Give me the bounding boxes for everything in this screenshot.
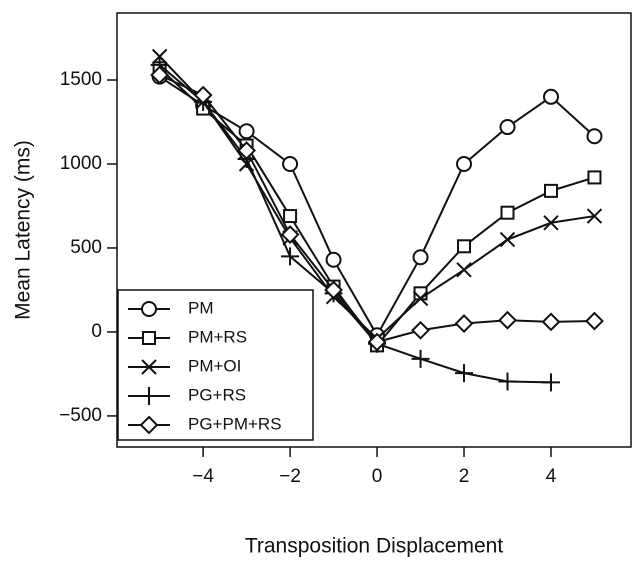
marker (238, 123, 255, 140)
marker (455, 364, 474, 383)
marker (237, 141, 257, 160)
marker (282, 155, 299, 172)
x-tick-label: 0 (372, 466, 383, 487)
marker (500, 205, 515, 220)
marker (587, 170, 602, 185)
series-line (158, 64, 552, 384)
y-axis-label: Mean Latency (ms) (12, 140, 35, 320)
marker (193, 85, 213, 105)
y-tick-label: −500 (59, 405, 102, 426)
x-tick-label: 4 (546, 466, 557, 487)
marker (281, 247, 300, 266)
marker (499, 231, 516, 248)
marker (139, 415, 159, 435)
x-tick-label: −4 (192, 466, 214, 487)
legend: PM PM+RS PM+OI PG+RS PG+PM+RS (117, 289, 314, 441)
marker (411, 349, 430, 368)
y-tick-label: 500 (70, 237, 102, 258)
marker (280, 225, 300, 244)
y-tick-label: 1500 (60, 69, 102, 90)
marker (324, 280, 343, 300)
legend-label: PM+OI (188, 356, 241, 375)
marker (542, 88, 559, 105)
legend-label: PG+RS (188, 385, 246, 404)
x-tick-label: −2 (279, 466, 301, 487)
marker (498, 372, 517, 391)
legend-label: PM+RS (188, 327, 247, 346)
marker (412, 249, 429, 266)
marker (411, 320, 430, 340)
legend-label: PG+PM+RS (188, 414, 282, 433)
x-axis-label: Transposition Displacement (245, 535, 504, 558)
marker (141, 359, 157, 375)
marker (541, 373, 560, 392)
marker (543, 183, 558, 198)
marker (543, 215, 559, 231)
plot-frame (116, 12, 632, 448)
marker (141, 301, 157, 317)
x-tick-label: 2 (459, 466, 470, 487)
legend-label: PM (188, 298, 214, 317)
marker (541, 312, 561, 332)
marker (325, 251, 342, 268)
y-tick-label: 1000 (60, 153, 102, 174)
y-tick-label: 0 (91, 321, 102, 342)
marker (283, 209, 298, 224)
marker (412, 290, 429, 307)
marker (586, 208, 603, 224)
marker (140, 387, 158, 405)
marker (367, 332, 387, 352)
marker (585, 311, 604, 331)
marker (586, 128, 603, 145)
marker (456, 262, 472, 278)
marker (457, 239, 472, 254)
marker (454, 314, 474, 333)
marker (498, 310, 517, 330)
marker (142, 331, 156, 345)
marker (499, 119, 516, 136)
marker (150, 65, 170, 85)
marker (456, 155, 473, 172)
